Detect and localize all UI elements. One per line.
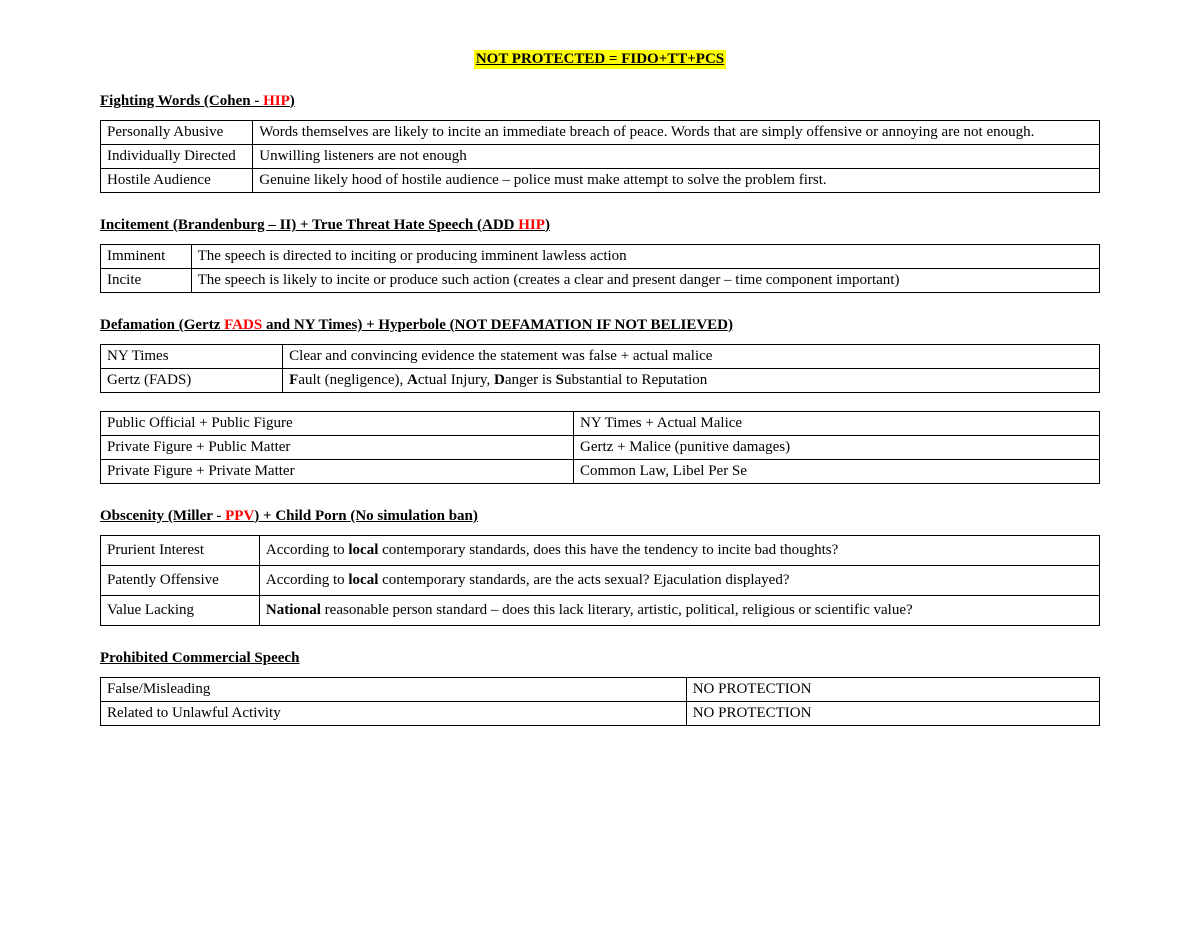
section-heading-incitement: Incitement (Brandenburg – II) + True Thr… xyxy=(100,217,1100,234)
heading-text: Prohibited Commercial Speech xyxy=(100,650,299,666)
cell-key: Individually Directed xyxy=(101,145,253,169)
table-row: Private Figure + Public Matter Gertz + M… xyxy=(101,436,1100,460)
table-row: Imminent The speech is directed to incit… xyxy=(101,245,1100,269)
cell-key: Gertz (FADS) xyxy=(101,369,283,393)
cell-value: The speech is likely to incite or produc… xyxy=(191,269,1099,293)
table-row: Individually Directed Unwilling listener… xyxy=(101,145,1100,169)
table-row: Related to Unlawful Activity NO PROTECTI… xyxy=(101,702,1100,726)
heading-accent: HIP xyxy=(263,93,290,109)
table-row: Public Official + Public Figure NY Times… xyxy=(101,412,1100,436)
cell-value: Words themselves are likely to incite an… xyxy=(253,121,1100,145)
cell-key: Incite xyxy=(101,269,192,293)
cell-key: Related to Unlawful Activity xyxy=(101,702,687,726)
cell-key: Patently Offensive xyxy=(101,566,260,596)
page-title: NOT PROTECTED = FIDO+TT+PCS xyxy=(474,50,726,69)
cell-value: Genuine likely hood of hostile audience … xyxy=(253,169,1100,193)
section-heading-commercial: Prohibited Commercial Speech xyxy=(100,650,1100,667)
table-commercial: False/Misleading NO PROTECTION Related t… xyxy=(100,677,1100,726)
table-row: Patently Offensive According to local co… xyxy=(101,566,1100,596)
section-heading-fighting-words: Fighting Words (Cohen - HIP) xyxy=(100,93,1100,110)
cell-value: According to local contemporary standard… xyxy=(259,566,1099,596)
cell-value: Common Law, Libel Per Se xyxy=(574,460,1100,484)
table-row: False/Misleading NO PROTECTION xyxy=(101,678,1100,702)
table-incitement: Imminent The speech is directed to incit… xyxy=(100,244,1100,293)
table-row: Private Figure + Private Matter Common L… xyxy=(101,460,1100,484)
heading-accent: HIP xyxy=(518,217,545,233)
cell-value: Clear and convincing evidence the statem… xyxy=(283,345,1100,369)
heading-text: Defamation (Gertz xyxy=(100,317,224,333)
cell-value: Fault (negligence), Actual Injury, Dange… xyxy=(283,369,1100,393)
table-row: NY Times Clear and convincing evidence t… xyxy=(101,345,1100,369)
cell-value: Unwilling listeners are not enough xyxy=(253,145,1100,169)
cell-key: Imminent xyxy=(101,245,192,269)
cell-value: NY Times + Actual Malice xyxy=(574,412,1100,436)
cell-value: NO PROTECTION xyxy=(686,702,1099,726)
cell-value: The speech is directed to inciting or pr… xyxy=(191,245,1099,269)
table-fighting-words: Personally Abusive Words themselves are … xyxy=(100,120,1100,193)
table-defamation-b: Public Official + Public Figure NY Times… xyxy=(100,411,1100,484)
heading-text: ) xyxy=(545,217,550,233)
cell-key: Private Figure + Public Matter xyxy=(101,436,574,460)
table-row: Hostile Audience Genuine likely hood of … xyxy=(101,169,1100,193)
heading-text: Obscenity (Miller - xyxy=(100,508,225,524)
heading-accent: PPV xyxy=(225,508,254,524)
cell-key: Public Official + Public Figure xyxy=(101,412,574,436)
table-defamation-a: NY Times Clear and convincing evidence t… xyxy=(100,344,1100,393)
heading-text: Fighting Words (Cohen - xyxy=(100,93,263,109)
heading-text: ) + Child Porn (No simulation ban) xyxy=(254,508,478,524)
cell-key: Private Figure + Private Matter xyxy=(101,460,574,484)
cell-key: NY Times xyxy=(101,345,283,369)
cell-key: False/Misleading xyxy=(101,678,687,702)
page-title-wrap: NOT PROTECTED = FIDO+TT+PCS xyxy=(100,50,1100,69)
cell-key: Personally Abusive xyxy=(101,121,253,145)
heading-text: ) xyxy=(290,93,295,109)
cell-value: According to local contemporary standard… xyxy=(259,536,1099,566)
heading-text: Incitement (Brandenburg – II) + True Thr… xyxy=(100,217,518,233)
cell-key: Prurient Interest xyxy=(101,536,260,566)
heading-accent: FADS xyxy=(224,317,262,333)
cell-value: NO PROTECTION xyxy=(686,678,1099,702)
table-row: Gertz (FADS) Fault (negligence), Actual … xyxy=(101,369,1100,393)
table-row: Incite The speech is likely to incite or… xyxy=(101,269,1100,293)
table-row: Prurient Interest According to local con… xyxy=(101,536,1100,566)
heading-text: and NY Times) + Hyperbole (NOT DEFAMATIO… xyxy=(262,317,733,333)
cell-value: National reasonable person standard – do… xyxy=(259,596,1099,626)
table-row: Value Lacking National reasonable person… xyxy=(101,596,1100,626)
section-heading-obscenity: Obscenity (Miller - PPV) + Child Porn (N… xyxy=(100,508,1100,525)
cell-key: Hostile Audience xyxy=(101,169,253,193)
table-row: Personally Abusive Words themselves are … xyxy=(101,121,1100,145)
table-obscenity: Prurient Interest According to local con… xyxy=(100,535,1100,626)
section-heading-defamation: Defamation (Gertz FADS and NY Times) + H… xyxy=(100,317,1100,334)
cell-value: Gertz + Malice (punitive damages) xyxy=(574,436,1100,460)
cell-key: Value Lacking xyxy=(101,596,260,626)
